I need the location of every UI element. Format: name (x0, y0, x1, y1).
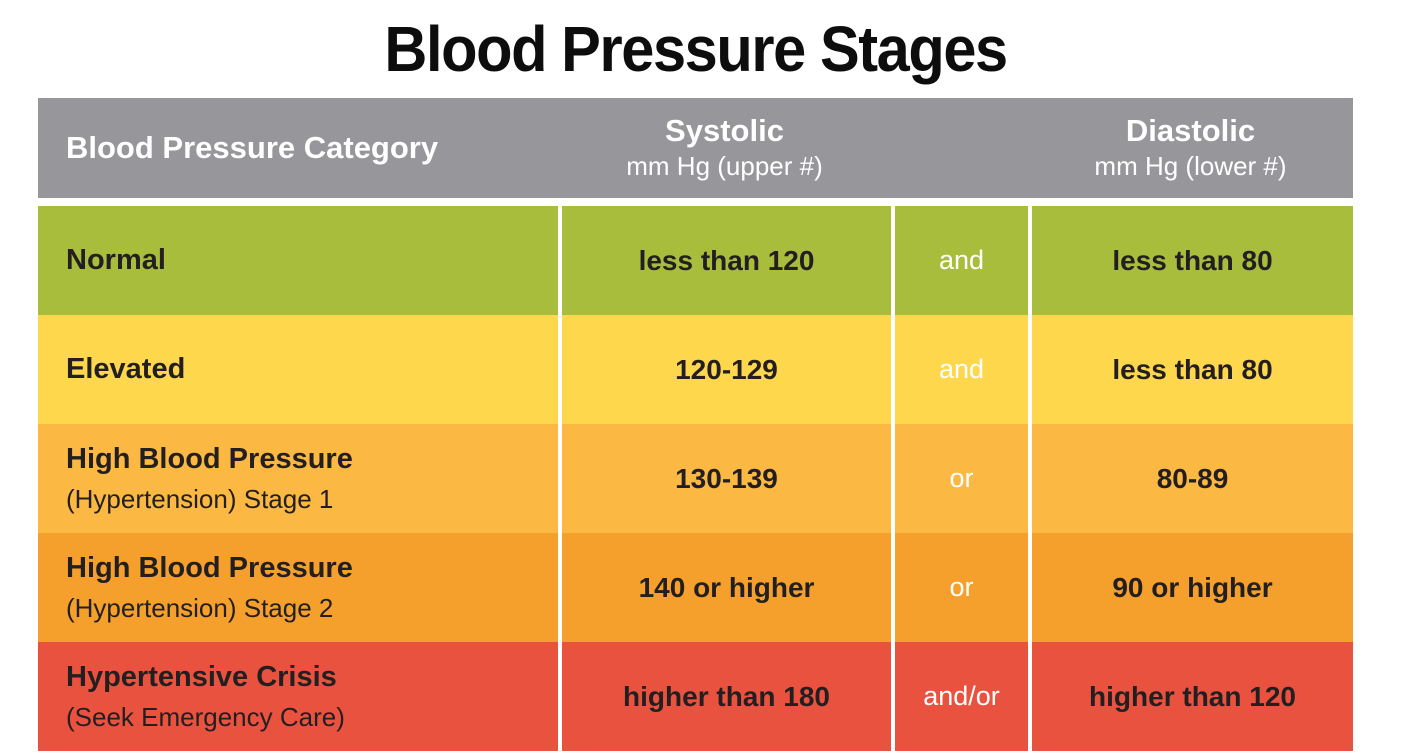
table-row-hypertension-stage-1: High Blood Pressure (Hypertension) Stage… (38, 424, 1353, 533)
header-conjunction-spacer (891, 98, 1028, 198)
header-systolic-subtitle: mm Hg (upper #) (626, 151, 823, 182)
table-row-normal: Normal less than 120 and less than 80 (38, 206, 1353, 315)
category-sublabel: (Hypertension) Stage 2 (66, 593, 334, 624)
conjunction-value: and/or (891, 642, 1028, 751)
diastolic-value: less than 80 (1028, 315, 1353, 424)
category-label: High Blood Pressure (66, 551, 353, 584)
systolic-value: less than 120 (558, 206, 891, 315)
systolic-value: 140 or higher (558, 533, 891, 642)
header-category: Blood Pressure Category (66, 130, 439, 165)
header-diastolic: Diastolic mm Hg (lower #) (1028, 98, 1353, 198)
table-row-hypertensive-crisis: Hypertensive Crisis (Seek Emergency Care… (38, 642, 1353, 751)
header-diastolic-title: Diastolic (1125, 112, 1256, 148)
table-row-elevated: Elevated 120-129 and less than 80 (38, 315, 1353, 424)
table-row-hypertension-stage-2: High Blood Pressure (Hypertension) Stage… (38, 533, 1353, 642)
category-sublabel: (Seek Emergency Care) (66, 702, 345, 733)
category-label: High Blood Pressure (66, 442, 353, 475)
title-container: Blood Pressure Stages (38, 0, 1353, 98)
category-cell: Hypertensive Crisis (Seek Emergency Care… (38, 642, 558, 751)
table-header-row: Blood Pressure Category Systolic mm Hg (… (38, 98, 1353, 198)
category-cell: High Blood Pressure (Hypertension) Stage… (38, 424, 558, 533)
category-sublabel: (Hypertension) Stage 1 (66, 484, 334, 515)
category-label: Hypertensive Crisis (66, 660, 337, 693)
diastolic-value: 90 or higher (1028, 533, 1353, 642)
systolic-value: 120-129 (558, 315, 891, 424)
category-cell: Normal (38, 206, 558, 315)
conjunction-value: or (891, 533, 1028, 642)
conjunction-value: and (891, 315, 1028, 424)
conjunction-value: or (891, 424, 1028, 533)
systolic-value: higher than 180 (558, 642, 891, 751)
table-body: Normal less than 120 and less than 80 El… (38, 206, 1353, 751)
diastolic-value: less than 80 (1028, 206, 1353, 315)
category-cell: High Blood Pressure (Hypertension) Stage… (38, 533, 558, 642)
category-cell: Elevated (38, 315, 558, 424)
conjunction-value: and (891, 206, 1028, 315)
bp-table: Blood Pressure Category Systolic mm Hg (… (38, 98, 1353, 751)
diastolic-value: 80-89 (1028, 424, 1353, 533)
header-systolic: Systolic mm Hg (upper #) (558, 98, 891, 198)
category-label: Elevated (66, 353, 186, 386)
category-label: Normal (66, 244, 166, 277)
header-diastolic-subtitle: mm Hg (lower #) (1094, 151, 1287, 182)
systolic-value: 130-139 (558, 424, 891, 533)
page-title: Blood Pressure Stages (384, 13, 1008, 85)
diastolic-value: higher than 120 (1028, 642, 1353, 751)
header-systolic-title: Systolic (665, 112, 784, 148)
